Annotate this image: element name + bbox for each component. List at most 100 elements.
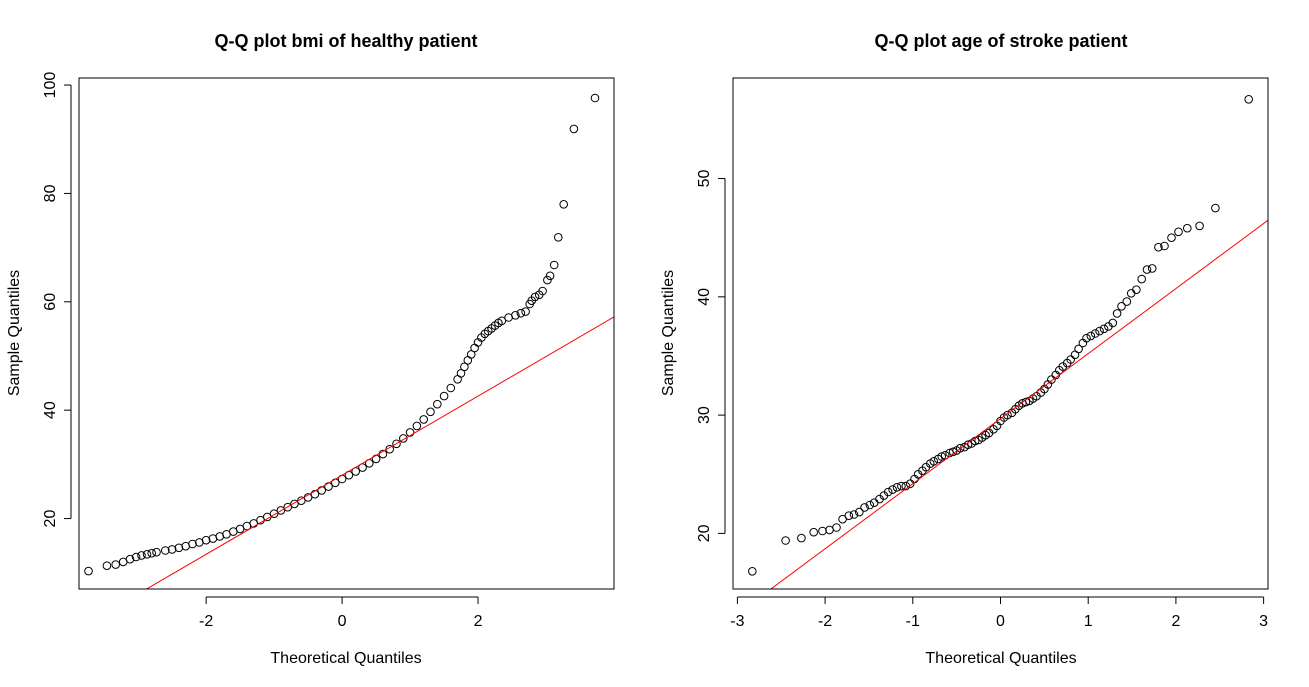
qq-point xyxy=(521,307,530,316)
qq-point xyxy=(283,502,293,512)
plot-frame xyxy=(78,77,615,590)
y-axis: 20 30 40 50 xyxy=(696,170,726,542)
y-tick-label: 100 xyxy=(42,72,59,99)
qq-point xyxy=(188,539,197,549)
qq-point xyxy=(84,566,93,576)
x-tick-label: -1 xyxy=(906,613,920,630)
qq-point xyxy=(419,415,429,424)
qq-point xyxy=(748,567,757,576)
qq-point xyxy=(511,311,520,320)
x-tick-label: 2 xyxy=(474,613,483,630)
qq-point xyxy=(392,439,401,449)
qq-point xyxy=(1137,274,1146,284)
y-tick-label: 30 xyxy=(696,406,713,424)
qq-point xyxy=(897,481,906,491)
qq-point xyxy=(470,343,479,353)
qq-point xyxy=(825,525,834,535)
qq-point xyxy=(545,271,555,281)
x-axis-label: Theoretical Quantiles xyxy=(270,650,421,667)
qq-point xyxy=(543,275,552,285)
qq-point xyxy=(1099,324,1109,334)
y-axis-label: Sample Quantiles xyxy=(660,270,677,396)
x-axis: -2 0 2 xyxy=(199,596,483,630)
qq-point xyxy=(1154,242,1163,252)
qq-point xyxy=(888,485,897,494)
qq-point xyxy=(1090,329,1100,338)
x-tick-label: 2 xyxy=(1171,613,1180,630)
plot-frame xyxy=(732,77,1269,590)
y-tick-label: 50 xyxy=(696,170,713,188)
qq-point xyxy=(955,443,965,453)
chart-title: Q-Q plot age of stroke patient xyxy=(874,31,1127,51)
y-tick-label: 40 xyxy=(696,288,713,306)
qq-point xyxy=(290,499,299,509)
qq-point xyxy=(797,533,806,543)
qq-point xyxy=(832,523,841,532)
qq-point xyxy=(276,506,286,515)
qq-point xyxy=(1066,355,1075,364)
chart-marks xyxy=(84,93,614,589)
qq-point xyxy=(1095,326,1104,336)
qq-point xyxy=(497,316,507,326)
x-tick-label: 1 xyxy=(1084,613,1093,630)
qq-point xyxy=(1003,410,1012,420)
qq-point xyxy=(855,507,864,517)
qq-point xyxy=(399,434,408,443)
x-tick-label: -2 xyxy=(818,613,832,630)
qq-point xyxy=(948,447,958,457)
x-tick-label: 3 xyxy=(1259,613,1268,630)
qq-point xyxy=(1183,223,1192,233)
qq-point xyxy=(102,561,112,571)
y-axis-label: Sample Quantiles xyxy=(6,270,23,396)
y-tick-label: 80 xyxy=(42,184,59,202)
qq-point xyxy=(818,526,827,536)
qq-point xyxy=(1174,227,1183,237)
qq-point xyxy=(554,233,563,242)
qq-reference-line xyxy=(145,316,614,589)
qq-point xyxy=(147,548,156,558)
qq-point xyxy=(516,308,526,318)
qq-point xyxy=(1160,241,1169,251)
chart-title: Q-Q plot bmi of healthy patient xyxy=(215,31,478,51)
qq-point xyxy=(530,292,540,302)
qq-point xyxy=(1211,203,1220,213)
qq-point xyxy=(865,500,875,510)
qq-point xyxy=(892,483,902,492)
qq-point xyxy=(137,551,146,560)
qq-point xyxy=(1142,265,1152,274)
qq-point xyxy=(269,509,279,519)
qq-point xyxy=(937,452,947,461)
qq-point xyxy=(590,93,600,103)
qq-point xyxy=(809,527,819,537)
chart-marks xyxy=(748,95,1268,589)
qq-point xyxy=(860,503,869,512)
qq-point xyxy=(905,479,915,489)
qq-point xyxy=(883,487,893,497)
y-tick-label: 20 xyxy=(42,510,59,528)
qq-point xyxy=(1108,318,1118,328)
qq-point xyxy=(466,350,476,359)
x-tick-label: 0 xyxy=(996,613,1005,630)
qq-point xyxy=(569,124,579,134)
qq-point xyxy=(869,498,879,508)
qq-point xyxy=(456,369,466,378)
qq-point xyxy=(1195,221,1204,231)
qq-point xyxy=(433,399,442,409)
qq-point xyxy=(111,560,120,569)
qq-point xyxy=(142,550,152,559)
qq-point xyxy=(426,407,435,417)
qq-point xyxy=(1086,331,1096,341)
qq-point xyxy=(310,489,320,499)
qq-point xyxy=(1112,309,1122,318)
qq-point xyxy=(1147,264,1157,273)
qq-point xyxy=(1082,333,1091,343)
x-tick-label: 0 xyxy=(338,613,347,630)
qq-point xyxy=(439,391,449,401)
qq-point xyxy=(559,200,569,209)
qq-point xyxy=(849,510,859,519)
qq-point xyxy=(1122,297,1132,306)
qq-point xyxy=(963,440,973,450)
qq-point xyxy=(549,260,559,270)
x-axis: -3 -2 -1 0 1 2 3 xyxy=(730,596,1268,630)
